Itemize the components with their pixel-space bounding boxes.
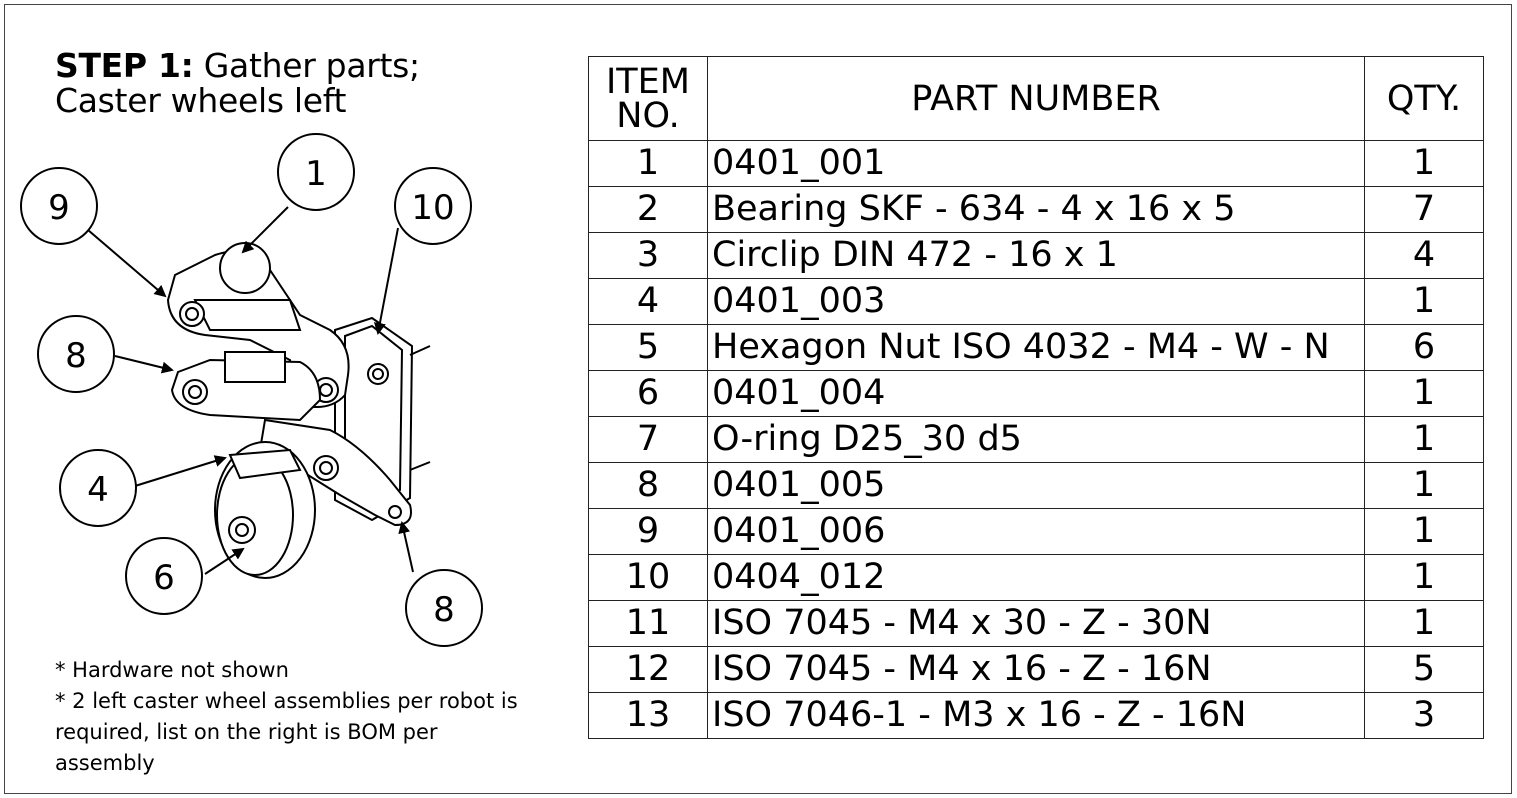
drawing-frame [4, 4, 1512, 794]
table-row: 12 ISO 7045 - M4 x 16 - Z - 16N 5 [588, 646, 1484, 693]
cell-part: 0401_001 [707, 140, 1365, 187]
balloon-8-upper: 8 [37, 315, 115, 393]
table-row: 11 ISO 7045 - M4 x 30 - Z - 30N 1 [588, 600, 1484, 647]
table-row: 4 0401_003 1 [588, 278, 1484, 325]
balloon-4: 4 [59, 449, 137, 527]
cell-item: 13 [588, 692, 708, 739]
step-title-line1: Gather parts; [203, 46, 420, 85]
header-item-no: ITEM NO. [588, 56, 708, 141]
table-row: 6 0401_004 1 [588, 370, 1484, 417]
assembly-drawing: 1 9 10 8 4 6 8 [20, 133, 483, 647]
cell-qty: 7 [1364, 186, 1484, 233]
cell-qty: 1 [1364, 462, 1484, 509]
step-label: STEP 1: [55, 46, 194, 85]
cell-qty: 3 [1364, 692, 1484, 739]
bill-of-materials-table: ITEM NO. PART NUMBER QTY. 1 0401_001 1 2 Bea… [588, 56, 1484, 739]
cell-part: 0401_006 [707, 508, 1365, 555]
cell-item: 7 [588, 416, 708, 463]
cell-qty: 1 [1364, 140, 1484, 187]
cell-part: Hexagon Nut ISO 4032 - M4 - W - N [707, 324, 1365, 371]
cell-qty: 1 [1364, 370, 1484, 417]
note-hardware: * Hardware not shown [55, 658, 289, 682]
table-header-row: ITEM NO. PART NUMBER QTY. [588, 56, 1484, 141]
balloon-9-label: 9 [48, 188, 70, 228]
table-body: 1 0401_001 1 2 Bearing SKF - 634 - 4 x 16 x … [588, 140, 1484, 739]
lower-arm [258, 418, 412, 527]
step-title: STEP 1: Gather parts; Caster wheels left [55, 48, 420, 118]
cell-part: Circlip DIN 472 - 16 x 1 [707, 232, 1365, 279]
cell-qty: 4 [1364, 232, 1484, 279]
leader-lines [87, 206, 414, 575]
step-title-line2: Caster wheels left [55, 81, 347, 120]
cell-part: ISO 7046-1 - M3 x 16 - Z - 16N [707, 692, 1365, 739]
cell-item: 10 [588, 554, 708, 601]
cell-qty: 5 [1364, 646, 1484, 693]
header-item-line2: NO. [616, 95, 680, 136]
note-assemblies: * 2 left caster wheel assemblies per rob… [55, 689, 518, 775]
balloon-8-lower: 8 [405, 569, 483, 647]
cell-item: 8 [588, 462, 708, 509]
balloon-1: 1 [277, 133, 355, 211]
cell-item: 4 [588, 278, 708, 325]
cell-part: 0401_005 [707, 462, 1365, 509]
balloon-10-label: 10 [411, 188, 454, 228]
table-row: 1 0401_001 1 [588, 140, 1484, 187]
table-row: 10 0404_012 1 [588, 554, 1484, 601]
cell-item: 12 [588, 646, 708, 693]
cell-qty: 1 [1364, 278, 1484, 325]
cell-qty: 1 [1364, 600, 1484, 647]
header-qty: QTY. [1364, 56, 1484, 141]
header-item-line1: ITEM [605, 61, 690, 102]
balloon-4-label: 4 [87, 470, 109, 510]
cell-qty: 1 [1364, 508, 1484, 555]
cell-part: 0401_004 [707, 370, 1365, 417]
header-part-number: PART NUMBER [707, 56, 1365, 141]
balloon-1-label: 1 [305, 154, 327, 194]
balloon-8-upper-label: 8 [65, 336, 87, 376]
cell-part: O-ring D25_30 d5 [707, 416, 1365, 463]
cell-item: 11 [588, 600, 708, 647]
caster-wheel [214, 441, 316, 579]
balloon-6-label: 6 [153, 558, 175, 598]
balloon-8-lower-label: 8 [433, 590, 455, 630]
cell-qty: 6 [1364, 324, 1484, 371]
cell-qty: 1 [1364, 416, 1484, 463]
cell-item: 2 [588, 186, 708, 233]
cell-qty: 1 [1364, 554, 1484, 601]
table-row: 13 ISO 7046-1 - M3 x 16 - Z - 16N 3 [588, 692, 1484, 739]
cell-item: 5 [588, 324, 708, 371]
cell-item: 1 [588, 140, 708, 187]
middle-bracket [170, 351, 322, 422]
table-row: 8 0401_005 1 [588, 462, 1484, 509]
cell-part: ISO 7045 - M4 x 30 - Z - 30N [707, 600, 1365, 647]
cell-part: 0401_003 [707, 278, 1365, 325]
notes: * Hardware not shown * 2 left caster whe… [55, 655, 535, 779]
cell-part: 0404_012 [707, 554, 1365, 601]
cell-item: 3 [588, 232, 708, 279]
cell-item: 9 [588, 508, 708, 555]
balloon-10: 10 [394, 167, 472, 245]
table-row: 9 0401_006 1 [588, 508, 1484, 555]
cell-part: Bearing SKF - 634 - 4 x 16 x 5 [707, 186, 1365, 233]
cell-part: ISO 7045 - M4 x 16 - Z - 16N [707, 646, 1365, 693]
balloon-6: 6 [125, 537, 203, 615]
balloon-9: 9 [20, 167, 98, 245]
table-row: 7 O-ring D25_30 d5 1 [588, 416, 1484, 463]
cell-item: 6 [588, 370, 708, 417]
